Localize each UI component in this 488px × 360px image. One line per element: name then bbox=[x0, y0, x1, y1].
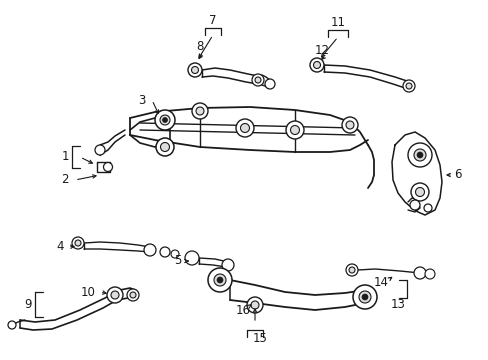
Circle shape bbox=[160, 115, 170, 125]
Circle shape bbox=[290, 126, 299, 135]
Circle shape bbox=[162, 117, 167, 122]
Circle shape bbox=[415, 188, 424, 197]
Text: 12: 12 bbox=[314, 44, 329, 57]
Text: 8: 8 bbox=[196, 40, 203, 54]
Circle shape bbox=[358, 291, 370, 303]
Circle shape bbox=[424, 269, 434, 279]
Text: 7: 7 bbox=[209, 14, 216, 27]
Text: 11: 11 bbox=[330, 17, 345, 30]
Circle shape bbox=[160, 143, 169, 152]
Circle shape bbox=[352, 285, 376, 309]
Circle shape bbox=[127, 289, 139, 301]
Circle shape bbox=[346, 121, 353, 129]
Circle shape bbox=[192, 103, 207, 119]
Circle shape bbox=[413, 267, 425, 279]
Text: 9: 9 bbox=[24, 298, 32, 311]
Circle shape bbox=[341, 117, 357, 133]
Circle shape bbox=[75, 240, 81, 246]
Circle shape bbox=[143, 244, 156, 256]
Circle shape bbox=[423, 204, 431, 212]
Circle shape bbox=[246, 297, 263, 313]
Circle shape bbox=[250, 301, 259, 309]
Circle shape bbox=[313, 62, 320, 68]
Circle shape bbox=[171, 250, 179, 258]
Circle shape bbox=[95, 145, 105, 155]
Circle shape bbox=[402, 80, 414, 92]
Text: 16: 16 bbox=[235, 303, 250, 316]
Circle shape bbox=[184, 251, 199, 265]
Text: 14: 14 bbox=[373, 275, 387, 288]
Circle shape bbox=[405, 83, 411, 89]
Circle shape bbox=[264, 79, 274, 89]
Circle shape bbox=[8, 321, 16, 329]
Circle shape bbox=[346, 264, 357, 276]
Circle shape bbox=[217, 277, 223, 283]
Circle shape bbox=[130, 292, 136, 298]
Circle shape bbox=[240, 123, 249, 132]
Circle shape bbox=[111, 291, 119, 299]
Text: 6: 6 bbox=[453, 168, 461, 181]
Circle shape bbox=[236, 119, 253, 137]
Circle shape bbox=[160, 247, 170, 257]
Text: 13: 13 bbox=[390, 298, 405, 311]
Text: 2: 2 bbox=[61, 174, 69, 186]
Circle shape bbox=[285, 121, 304, 139]
Circle shape bbox=[72, 237, 84, 249]
Circle shape bbox=[214, 274, 225, 286]
Circle shape bbox=[103, 162, 112, 171]
Circle shape bbox=[222, 259, 234, 271]
Text: 5: 5 bbox=[174, 255, 182, 267]
Text: 1: 1 bbox=[61, 150, 69, 163]
Circle shape bbox=[416, 152, 422, 158]
Circle shape bbox=[348, 267, 354, 273]
Circle shape bbox=[409, 200, 419, 210]
Circle shape bbox=[254, 77, 261, 83]
Circle shape bbox=[155, 110, 175, 130]
Circle shape bbox=[207, 268, 231, 292]
Circle shape bbox=[107, 287, 123, 303]
Circle shape bbox=[407, 143, 431, 167]
Text: 15: 15 bbox=[252, 332, 267, 345]
Circle shape bbox=[361, 294, 367, 300]
Text: 4: 4 bbox=[56, 240, 63, 253]
Circle shape bbox=[309, 58, 324, 72]
Circle shape bbox=[196, 107, 203, 115]
Text: 3: 3 bbox=[138, 94, 145, 107]
Circle shape bbox=[191, 67, 198, 73]
Circle shape bbox=[413, 149, 425, 161]
Circle shape bbox=[187, 63, 202, 77]
Circle shape bbox=[251, 74, 264, 86]
Circle shape bbox=[156, 138, 174, 156]
Text: 10: 10 bbox=[81, 285, 95, 298]
Circle shape bbox=[410, 183, 428, 201]
